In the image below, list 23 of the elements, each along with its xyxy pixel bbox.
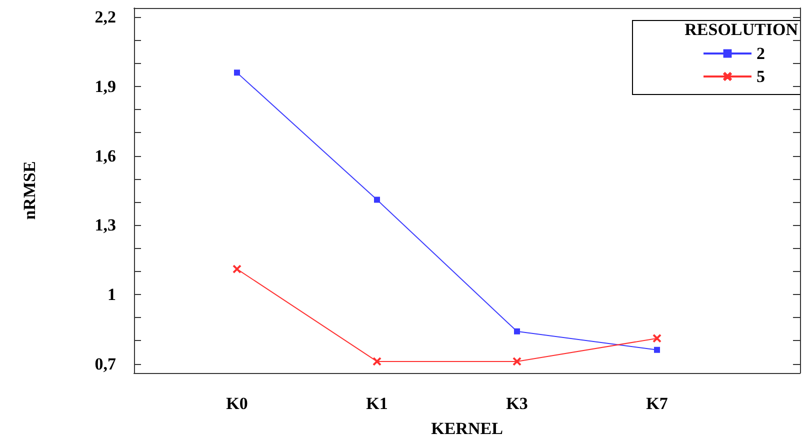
y-tick-label: 1,3 [94, 216, 116, 235]
y-tick-label: 1 [108, 284, 116, 304]
point [514, 328, 520, 334]
point [373, 357, 381, 366]
x-tick-label: K3 [506, 394, 528, 413]
y-tick-label: 0,7 [94, 354, 116, 374]
x-tick-label: K7 [646, 394, 668, 413]
point [374, 196, 380, 203]
point [234, 70, 240, 76]
y-tick-label: 1,6 [94, 146, 116, 166]
legend-label: 2 [756, 44, 765, 63]
x-tick-label: K0 [226, 394, 248, 413]
point [653, 334, 661, 342]
y-tick-label: 1,9 [94, 77, 116, 96]
point [513, 357, 521, 366]
point [654, 346, 660, 353]
y-tick-label: 2,2 [94, 8, 116, 27]
point [233, 265, 241, 274]
y-axis-title: nRMSE [20, 161, 39, 220]
x-axis-title: KERNEL [431, 419, 503, 438]
x-tick-label: K1 [366, 394, 388, 413]
legend-label: 5 [756, 67, 765, 86]
legend-title: RESOLUTION [684, 20, 799, 39]
